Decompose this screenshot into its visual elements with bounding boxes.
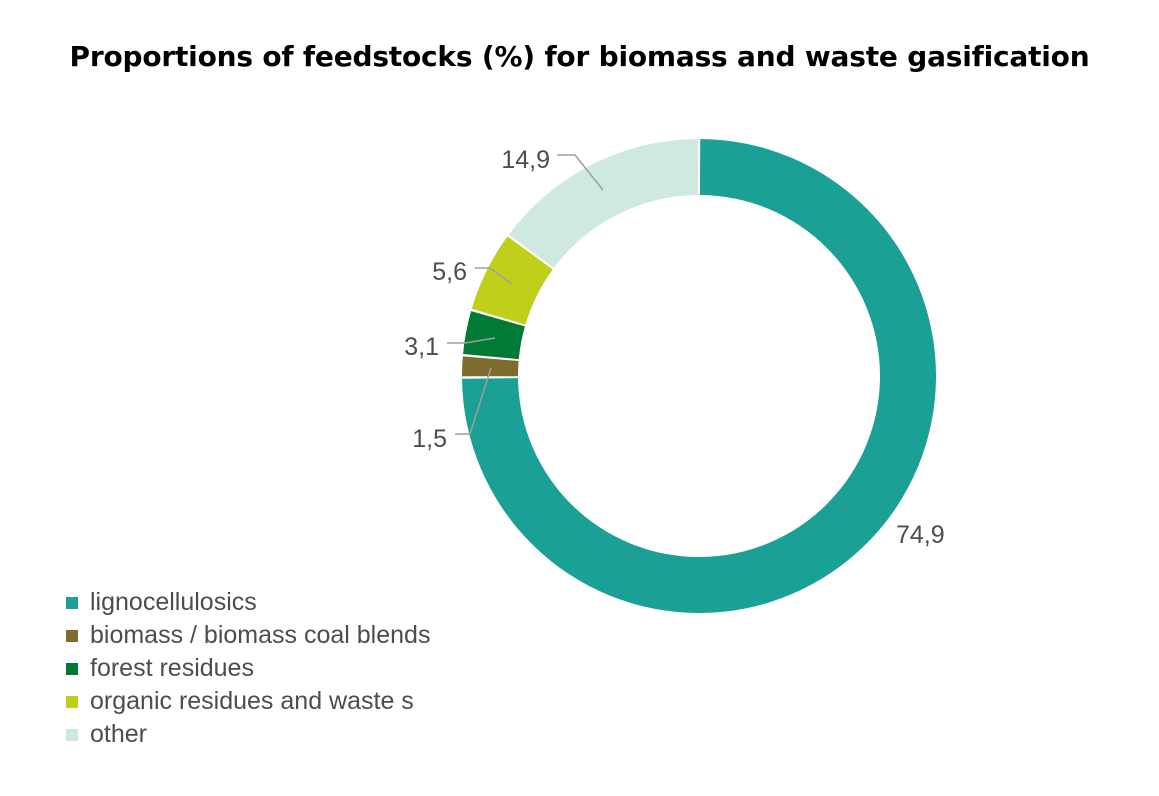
slice-other — [508, 139, 699, 268]
legend-label: lignocellulosics — [90, 588, 257, 616]
donut-slices — [462, 139, 936, 614]
slice-forest-residues — [463, 311, 525, 360]
legend-item: lignocellulosics — [66, 586, 468, 619]
legend-label: forest residues — [90, 654, 254, 682]
data-label: 5,6 — [432, 258, 467, 286]
data-label: 3,1 — [404, 333, 439, 361]
legend-swatch — [66, 596, 78, 609]
legend-item: forest residues — [66, 652, 468, 685]
legend-swatch — [66, 662, 78, 675]
slice-biomass-biomass-coal-blends — [462, 356, 519, 377]
data-label: 14,9 — [501, 146, 550, 174]
slice-organic-residues-and-waste-s — [471, 236, 553, 325]
legend-item: biomass / biomass coal blends — [66, 619, 468, 652]
legend-label: other — [90, 720, 147, 748]
legend-swatch — [66, 695, 78, 708]
legend-label: organic residues and waste s — [90, 687, 414, 715]
legend-swatch — [66, 728, 78, 741]
leader-line — [455, 367, 492, 435]
data-label: 74,9 — [896, 521, 945, 549]
leader-line — [557, 154, 604, 191]
legend-label: biomass / biomass coal blends — [90, 621, 431, 649]
chart-title: Proportions of feedstocks (%) for biomas… — [69, 40, 1090, 73]
leader-line — [475, 267, 513, 285]
data-labels: 74,9 1,5 3,1 5,6 14,9 — [404, 146, 944, 549]
leader-line — [447, 337, 496, 344]
legend-swatch — [66, 629, 78, 642]
data-label: 1,5 — [412, 425, 447, 453]
chart-legend: lignocellulosics biomass / biomass coal b… — [66, 586, 468, 751]
legend-item: organic residues and waste s — [66, 685, 468, 718]
label-leader-lines — [447, 154, 604, 435]
legend-item: other — [66, 718, 468, 751]
